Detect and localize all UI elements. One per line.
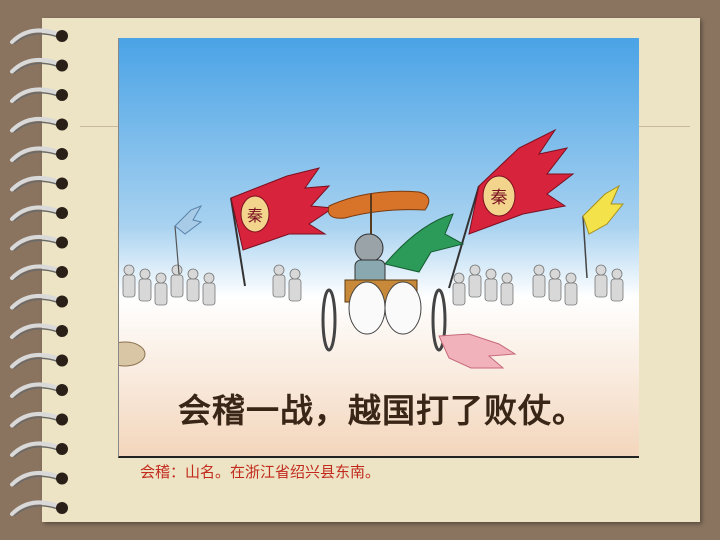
soldier-body [452,282,466,306]
spiral-binding-ring-icon [10,57,68,75]
soldier-body [186,278,200,302]
soldier-body [532,274,546,298]
spiral-binding-ring-icon [10,352,68,370]
soldier-head [595,264,607,276]
left-red-banner-icon: 秦 [230,167,335,287]
footnote-text: 会稽：山名。在浙江省绍兴县东南。 [140,463,381,481]
left-banner-glyph: 秦 [247,206,263,225]
soldier-head [203,272,215,284]
right-banner-glyph: 秦 [491,188,508,208]
soldier-body [484,278,498,302]
soldier-body [548,278,562,302]
spiral-binding-ring-icon [10,500,68,517]
spiral-binding-ring-icon [10,323,68,340]
fallen-banner-icon [438,333,517,369]
spiral-binding-ring-icon [10,234,68,252]
soldier-body [500,282,514,306]
battle-illustration: 秦 秦 [118,38,639,458]
soldier-body [594,274,608,298]
spiral-binding-ring-icon [10,441,68,458]
soldier-head [155,272,167,284]
soldier-body [122,274,136,298]
spiral-binding-ring-icon [10,411,68,429]
green-cloak-icon [384,213,465,273]
soldier-body [288,278,302,302]
blue-banner-icon [174,205,203,275]
spiral-binding-ring-icon [10,382,68,399]
spiral-binding-ring-icon [10,146,68,163]
soldier-body [138,278,152,302]
fallen-soldier-icon [119,341,146,367]
soldier-head [501,272,513,284]
soldier-body [202,282,216,306]
soldier-head [139,268,151,280]
soldier-body [170,274,184,298]
soldier-body [564,282,578,306]
spiral-binding-ring-icon [10,205,68,222]
battle-scene-svg: 秦 秦 [119,38,639,456]
soldier-head [469,264,481,276]
spiral-binding-ring-icon [10,175,68,193]
spiral-binding-ring-icon [10,293,68,311]
right-red-banner-icon: 秦 [448,128,575,289]
spiral-binding-ring-icon [10,470,68,488]
spiral-binding-ring-icon [10,87,68,104]
spiral-binding-ring-icon [10,28,68,45]
slide-caption: 会稽一战，越国打了败仗。 [178,391,586,430]
soldier-head [187,268,199,280]
soldier-head [171,264,183,276]
soldier-head [453,272,465,284]
spiral-binding-ring-icon [10,116,68,134]
soldier-head [289,268,301,280]
soldier-head [123,264,135,276]
spiral-binding [10,28,68,517]
soldier-head [273,264,285,276]
soldier-head [533,264,545,276]
soldier-head [565,272,577,284]
soldier-head [549,268,561,280]
soldier-head [485,268,497,280]
yellow-banner-icon [582,184,625,279]
left-rule-line [80,126,118,127]
war-chariot-icon [321,233,447,352]
soldier-body [468,274,482,298]
soldier-body [154,282,168,306]
soldier-head [611,268,623,280]
spiral-binding-ring-icon [10,264,68,281]
soldier-body [610,278,624,302]
soldier-body [272,274,286,298]
distant-army [122,264,624,306]
right-rule-line [638,126,690,127]
